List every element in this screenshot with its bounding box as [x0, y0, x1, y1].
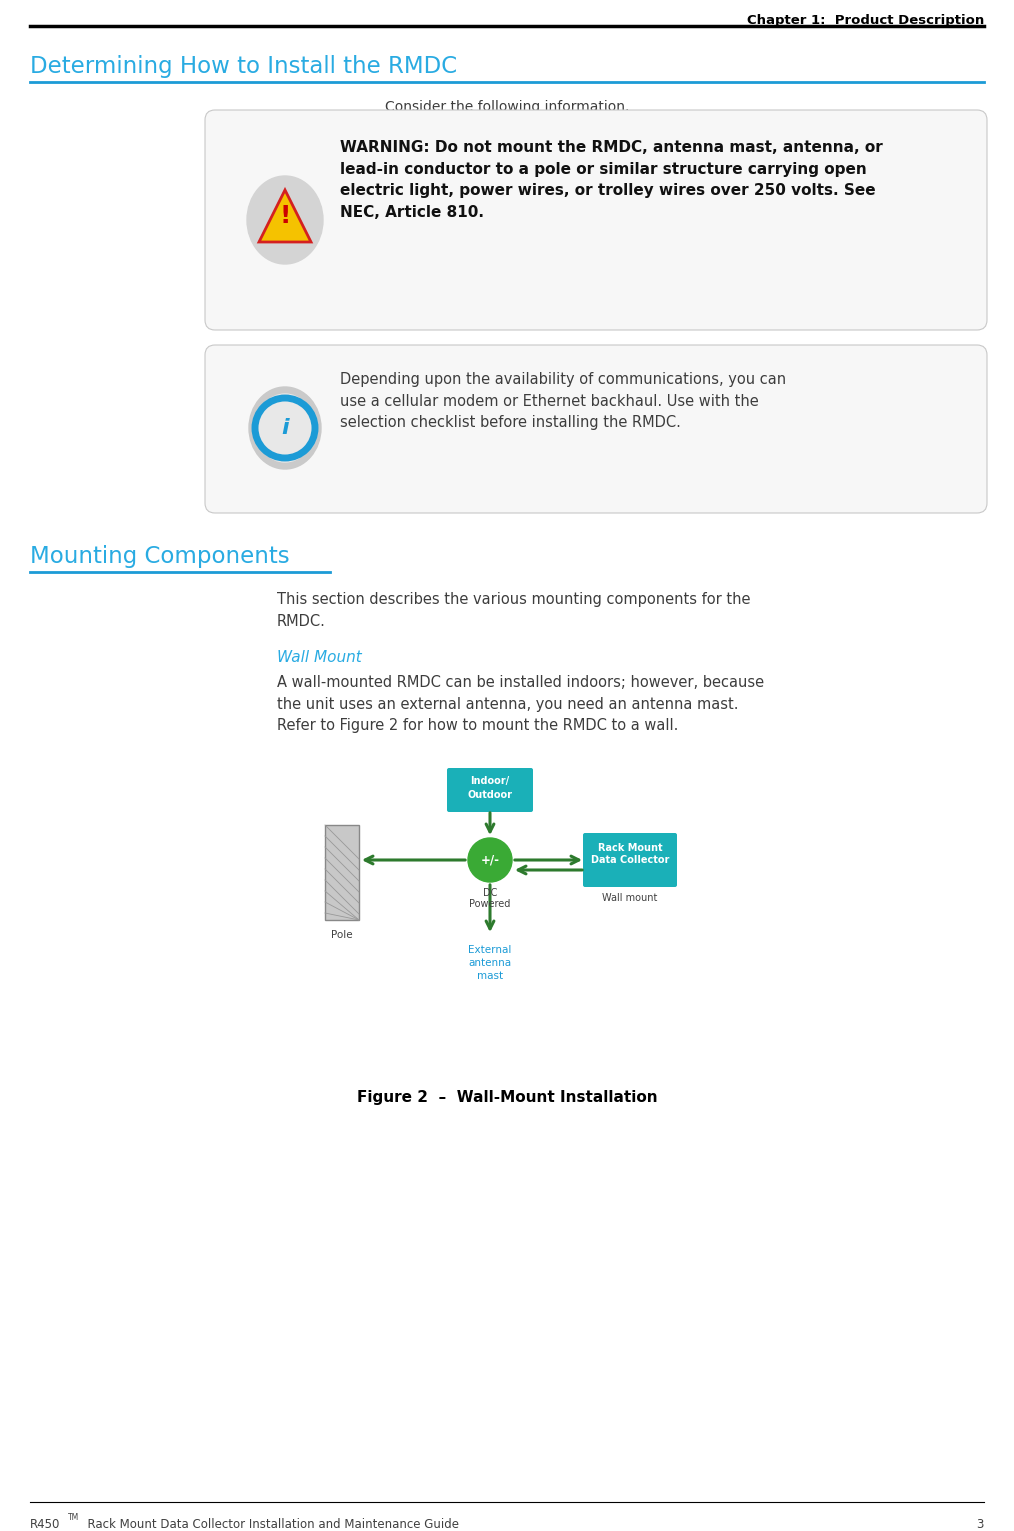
- Circle shape: [468, 837, 512, 882]
- Text: 3: 3: [976, 1519, 984, 1531]
- Text: Consider the following information.: Consider the following information.: [384, 100, 630, 113]
- Polygon shape: [259, 190, 311, 242]
- FancyBboxPatch shape: [205, 344, 987, 513]
- Text: Rack Mount Data Collector Installation and Maintenance Guide: Rack Mount Data Collector Installation a…: [80, 1519, 459, 1531]
- Text: Mounting Components: Mounting Components: [30, 545, 290, 568]
- FancyBboxPatch shape: [205, 110, 987, 331]
- Text: Depending upon the availability of communications, you can
use a cellular modem : Depending upon the availability of commu…: [340, 372, 786, 430]
- Text: Outdoor: Outdoor: [467, 790, 512, 801]
- Text: !: !: [279, 204, 291, 228]
- Text: Determining How to Install the RMDC: Determining How to Install the RMDC: [30, 55, 457, 78]
- Text: DC: DC: [483, 888, 497, 899]
- Text: +/-: +/-: [481, 853, 500, 867]
- Text: R450: R450: [30, 1519, 61, 1531]
- Text: mast: mast: [477, 971, 503, 981]
- Text: This section describes the various mounting components for the
RMDC.: This section describes the various mount…: [277, 592, 750, 629]
- Ellipse shape: [256, 393, 314, 462]
- Text: A wall-mounted RMDC can be installed indoors; however, because
the unit uses an : A wall-mounted RMDC can be installed ind…: [277, 675, 765, 733]
- FancyBboxPatch shape: [583, 833, 677, 886]
- Text: Chapter 1:  Product Description: Chapter 1: Product Description: [746, 14, 984, 28]
- Text: Rack Mount: Rack Mount: [597, 844, 662, 853]
- Text: Pole: Pole: [332, 929, 353, 940]
- Text: Figure 2  –  Wall-Mount Installation: Figure 2 – Wall-Mount Installation: [357, 1090, 657, 1105]
- Text: External: External: [468, 945, 512, 955]
- Text: Indoor/: Indoor/: [470, 776, 510, 785]
- Text: WARNING: Do not mount the RMDC, antenna mast, antenna, or
lead-in conductor to a: WARNING: Do not mount the RMDC, antenna …: [340, 139, 883, 220]
- Text: Wall mount: Wall mount: [602, 893, 658, 903]
- Ellipse shape: [249, 387, 321, 468]
- Text: i: i: [281, 418, 289, 438]
- Text: TM: TM: [68, 1513, 79, 1522]
- Bar: [325, 825, 359, 920]
- FancyBboxPatch shape: [447, 769, 533, 811]
- Text: Powered: Powered: [469, 899, 511, 909]
- Text: antenna: antenna: [468, 958, 511, 968]
- Text: Data Collector: Data Collector: [591, 854, 669, 865]
- Ellipse shape: [247, 176, 323, 263]
- Text: Wall Mount: Wall Mount: [277, 651, 362, 664]
